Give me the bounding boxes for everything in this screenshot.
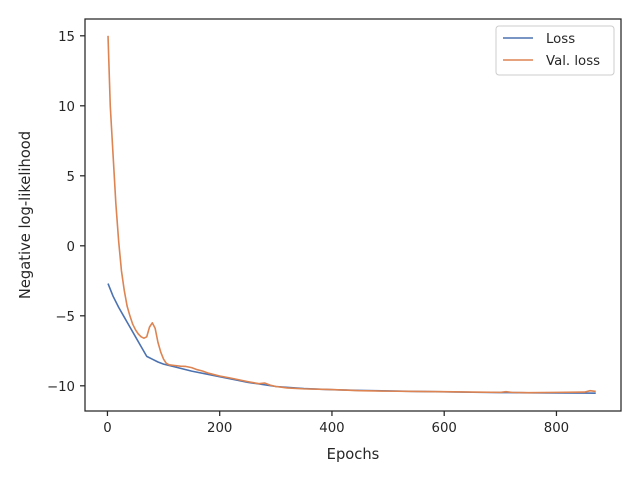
x-tick-label: 800 xyxy=(544,421,569,436)
y-tick-label: 15 xyxy=(58,30,75,45)
series-layer xyxy=(107,35,596,395)
legend-label-val-loss: Val. loss xyxy=(546,54,600,69)
x-tick-label: 400 xyxy=(319,421,344,436)
ticks-layer: 0 200 400 600 800 −10 −5 0 5 10 15 xyxy=(47,30,569,436)
y-tick-label: 0 xyxy=(67,240,75,255)
x-axis-label: Epochs xyxy=(327,446,380,463)
y-tick-label: 10 xyxy=(58,100,75,115)
y-tick-label: −5 xyxy=(55,310,75,325)
x-tick-label: 200 xyxy=(207,421,232,436)
y-tick-label: −10 xyxy=(47,380,75,395)
x-tick-label: 0 xyxy=(103,421,111,436)
x-tick-label: 600 xyxy=(432,421,457,436)
plot-frame xyxy=(84,18,622,412)
legend-label-loss: Loss xyxy=(546,32,575,47)
y-tick-label: 5 xyxy=(67,170,75,185)
y-axis-label: Negative log-likelihood xyxy=(17,131,34,299)
series-line-val-loss xyxy=(107,35,596,394)
legend: Loss Val. loss xyxy=(495,25,615,76)
